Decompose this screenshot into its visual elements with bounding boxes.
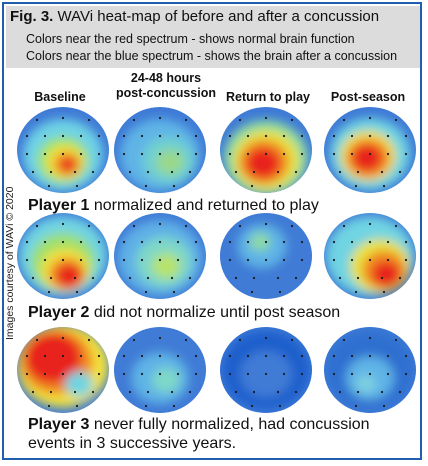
figure-title-text: WAVi heat-map of before and after a conc… [57,8,380,25]
note-red: Colors near the red spectrum - shows nor… [26,32,355,46]
column-label-post-concussion: 24-48 hours post-concussion [115,71,216,100]
caption-player-2: Player 2 did not normalize until post se… [28,304,341,321]
heat-map-player-2-col-4 [324,213,416,299]
heat-map-player-3-col-2 [114,327,206,413]
heat-map-player-1-col-4 [324,107,416,193]
column-label-return-to-play: Return to play [225,90,311,104]
figure-label: Fig. 3. [10,8,54,25]
heat-map-player-1-col-3 [220,107,312,193]
figure-title: Fig. 3. WAVi heat-map of before and afte… [10,8,379,25]
figure-header [6,6,420,68]
column-label-baseline: Baseline [34,90,86,104]
heat-map-player-2-col-1 [17,213,109,299]
heat-map-player-2-col-3 [220,213,312,299]
heat-map-player-3-col-4 [324,327,416,413]
caption-player-1: Player 1 normalized and returned to play [28,197,319,214]
caption-player-3: Player 3 never fully normalized, had con… [28,416,370,452]
heat-map-player-1-col-2 [114,107,206,193]
note-blue: Colors near the blue spectrum - shows th… [26,49,398,63]
heat-map-player-3-col-3 [220,327,312,413]
heat-map-player-1-col-1 [17,107,109,193]
column-label-post-season: Post-season [330,90,406,104]
heat-map-player-3-col-1 [17,327,109,413]
heat-map-player-2-col-2 [114,213,206,299]
